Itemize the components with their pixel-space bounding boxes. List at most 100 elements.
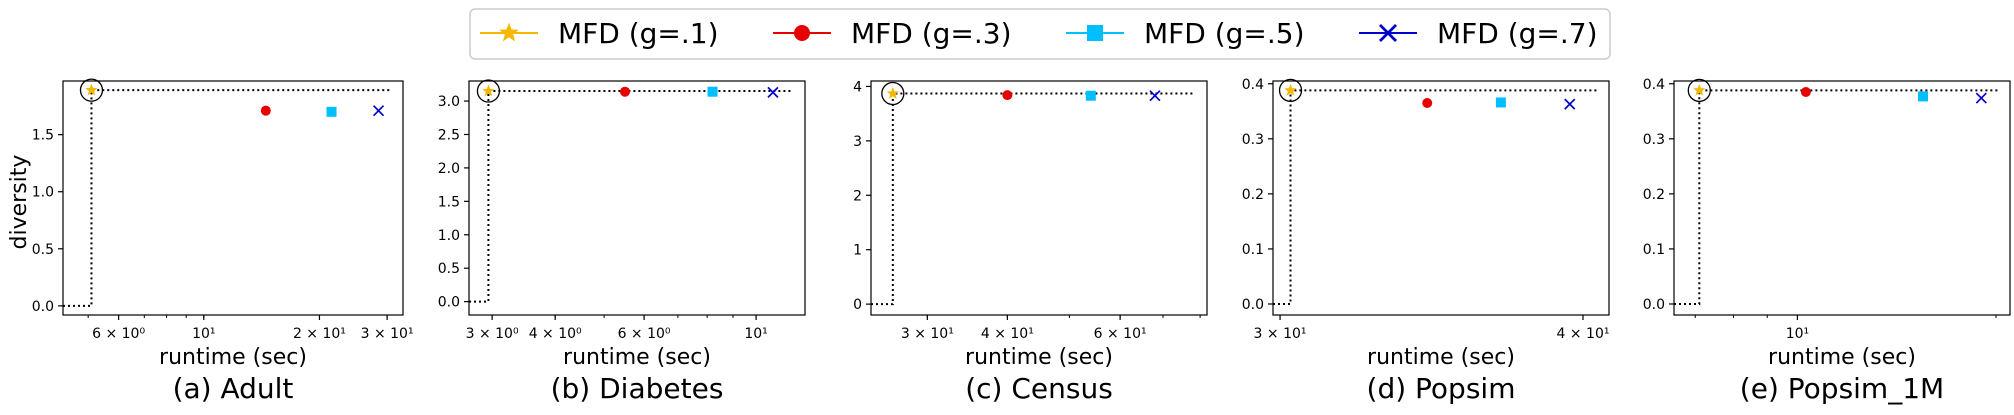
axes-frame	[62, 80, 404, 316]
data-point-x	[1564, 98, 1576, 110]
y-tick-label: 0.4	[1643, 77, 1665, 93]
data-point-star	[886, 87, 900, 99]
reference-lines	[1674, 89, 1998, 305]
highlight-circle	[1687, 78, 1711, 103]
subplot: 0.0 0.5 1.0 1.5 6 × 10⁰ 10¹ 2 × 10¹ 3 × 10¹ runt…	[32, 78, 414, 405]
y-tick-label: 0.0	[1643, 297, 1665, 313]
highlight-circle	[1278, 78, 1303, 103]
legend: MFD (g=.1) MFD (g=.3) MFD (g=.5) MFD (g=.7)	[469, 8, 1611, 60]
data-point-x	[767, 86, 779, 98]
legend-entry: MFD (g=.3)	[773, 17, 1012, 50]
x-tick-label: 3 × 10⁰	[466, 326, 519, 342]
legend-entry: MFD (g=.7)	[1359, 17, 1598, 50]
y-tick-label: 4	[853, 79, 862, 95]
x-axis-label: runtime (sec)	[965, 345, 1113, 370]
data-point-square	[1085, 90, 1096, 101]
y-tick-label: 2.5	[438, 127, 460, 143]
legend-marker-circle	[794, 25, 810, 41]
legend-marker-star	[499, 22, 519, 42]
legend-entry: MFD (g=.1)	[480, 17, 719, 50]
subplot: 0.0 0.1 0.2 0.3 0.4 10¹ runtime (sec)(e) Popsi…	[1643, 77, 2011, 405]
subplot: 0.0 0.5 1.0 1.5 2.0 2.5 3.0 3 × 10⁰ 4 × 10⁰ 6 × 1…	[438, 79, 806, 405]
x-tick-label: 4 × 10¹	[981, 326, 1034, 342]
y-tick-label: 1	[853, 243, 862, 259]
y-tick-label: 1.0	[438, 228, 460, 244]
shared-y-axis-label: diversity	[7, 155, 32, 250]
axes-frame	[870, 80, 1208, 316]
data-point-star	[482, 84, 495, 97]
axes-frame	[1272, 80, 1610, 316]
x-tick-label: 10¹	[1786, 326, 1809, 342]
y-tick-label: 1.5	[438, 194, 460, 210]
legend-label: MFD (g=.7)	[1437, 17, 1598, 50]
subplot-caption: (d) Popsim	[1367, 372, 1516, 405]
data-point-circle	[1800, 87, 1811, 98]
subplot-caption: (c) Census	[965, 372, 1113, 405]
y-tick-label: 0.0	[32, 299, 54, 315]
axes-frame	[1673, 80, 2011, 316]
y-tick-label: 0.1	[1643, 242, 1665, 258]
data-point-circle	[1422, 98, 1433, 109]
subplots: 0.0 0.5 1.0 1.5 6 × 10⁰ 10¹ 2 × 10¹ 3 × 10¹ runt…	[32, 77, 2011, 405]
subplot-caption: (e) Popsim_1M	[1740, 372, 1944, 405]
legend-label: MFD (g=.1)	[558, 17, 719, 50]
x-tick-label: 3 × 10¹	[361, 326, 414, 342]
axes-frame	[468, 80, 806, 316]
x-tick-label: 10¹	[744, 326, 767, 342]
data-point-square	[326, 106, 337, 117]
y-tick-label: 3	[853, 134, 862, 150]
y-tick-label: 2	[853, 188, 862, 204]
reference-lines	[871, 92, 1195, 306]
x-tick-label: 6 × 10¹	[1094, 326, 1147, 342]
legend-frame	[469, 8, 1611, 60]
data-point-square	[1495, 97, 1506, 108]
x-tick-label: 6 × 10⁰	[618, 326, 671, 342]
x-axis-label: runtime (sec)	[1367, 345, 1515, 370]
y-tick-label: 0.2	[1643, 187, 1665, 203]
y-tick-label: 0.1	[1242, 242, 1264, 258]
y-tick-label: 0.3	[1242, 132, 1264, 148]
data-point-square	[707, 86, 718, 97]
reference-lines	[1273, 89, 1597, 305]
y-tick-label: 0.5	[32, 242, 54, 258]
data-point-star	[1693, 83, 1706, 96]
x-axis-label: runtime (sec)	[563, 345, 711, 370]
data-point-square	[1917, 91, 1928, 102]
x-tick-label: 10¹	[192, 326, 215, 342]
y-tick-label: 0.2	[1242, 187, 1264, 203]
subplot-caption: (b) Diabetes	[551, 372, 724, 405]
subplot-caption: (a) Adult	[173, 372, 294, 405]
highlight-circle	[476, 79, 501, 103]
y-tick-label: 0	[853, 297, 862, 313]
y-tick-label: 0.4	[1242, 77, 1264, 93]
y-tick-label: 1.0	[32, 185, 54, 201]
highlight-circle	[79, 78, 104, 102]
legend-entry: MFD (g=.5)	[1066, 17, 1305, 50]
x-tick-label: 6 × 10⁰	[92, 326, 145, 342]
x-tick-label: 4 × 10¹	[1557, 326, 1610, 342]
x-tick-label: 4 × 10⁰	[529, 326, 582, 342]
legend-marker-x	[1379, 24, 1397, 42]
y-tick-label: 0.0	[438, 295, 460, 311]
reference-lines	[469, 90, 793, 303]
highlight-circle	[881, 81, 905, 106]
legend-label: MFD (g=.3)	[851, 17, 1012, 50]
data-point-x	[1975, 92, 1987, 104]
subplot: 0.0 0.1 0.2 0.3 0.4 3 × 10¹ 4 × 10¹ runtime (se…	[1242, 77, 1610, 405]
reference-lines	[63, 89, 391, 307]
y-tick-label: 0.3	[1643, 132, 1665, 148]
data-point-circle	[619, 86, 630, 97]
x-tick-label: 2 × 10¹	[293, 326, 346, 342]
data-point-x	[1149, 90, 1161, 102]
x-axis-label: runtime (sec)	[1768, 345, 1916, 370]
legend-marker-square	[1087, 25, 1103, 41]
x-tick-label: 3 × 10¹	[901, 326, 954, 342]
data-point-star	[85, 83, 98, 96]
x-tick-label: 3 × 10¹	[1254, 326, 1307, 342]
y-tick-label: 1.5	[32, 128, 54, 144]
subplot: 0 1 2 3 4 3 × 10¹ 4 × 10¹ 6 × 10¹ runtime (sec)(…	[853, 79, 1208, 405]
legend-label: MFD (g=.5)	[1144, 17, 1305, 50]
data-point-circle	[1002, 90, 1013, 101]
x-axis-label: runtime (sec)	[159, 345, 307, 370]
